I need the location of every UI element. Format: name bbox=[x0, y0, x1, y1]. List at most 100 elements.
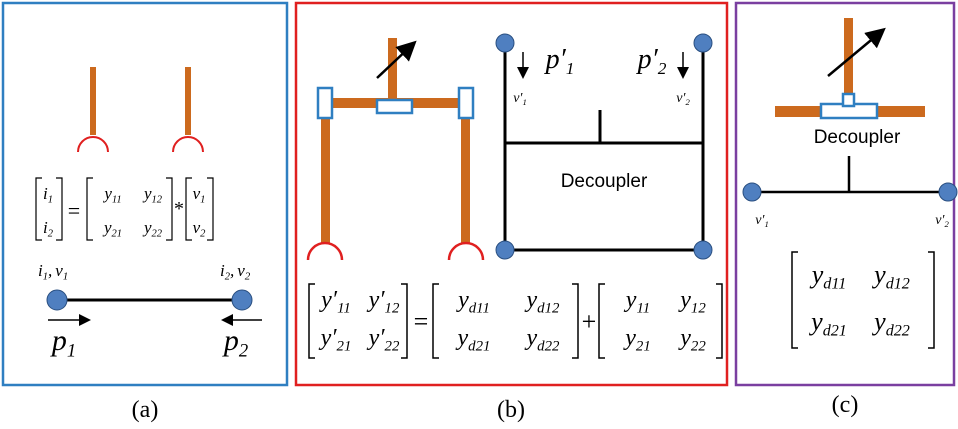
math-symbol: p1 bbox=[50, 324, 76, 362]
symbol-subscript: 2 bbox=[48, 229, 54, 240]
symbol-subscript: 22 bbox=[385, 338, 400, 354]
symbol-subscript: d12 bbox=[886, 276, 910, 293]
symbol-base: y bbox=[525, 287, 538, 313]
math-symbol: v2 bbox=[193, 218, 207, 240]
caption: (c) bbox=[832, 392, 859, 418]
math-symbol: y22 bbox=[678, 325, 706, 354]
separator: , bbox=[230, 261, 234, 280]
symbol-base: y bbox=[678, 287, 691, 313]
panel-c-drawing bbox=[743, 18, 957, 201]
symbol-base: y bbox=[678, 325, 691, 351]
symbol-base: y bbox=[456, 287, 469, 313]
math-symbol: i2 bbox=[43, 218, 54, 240]
math-symbol: v′2 bbox=[676, 91, 690, 107]
symbol-subscript: 1 bbox=[48, 195, 53, 206]
symbol-base: y bbox=[142, 184, 152, 203]
symbol-subscript: 22 bbox=[152, 229, 163, 240]
symbol-base: y bbox=[871, 260, 886, 289]
math-symbol: y′22 bbox=[367, 325, 400, 354]
bracket bbox=[401, 284, 407, 358]
symbol-base: y′ bbox=[319, 287, 338, 313]
symbol-base: y′ bbox=[319, 325, 338, 351]
bracket bbox=[186, 178, 192, 240]
symbol-base: y bbox=[456, 325, 469, 351]
symbol-base: p′ bbox=[544, 44, 567, 75]
operator: + bbox=[582, 307, 597, 336]
math-symbol: v′1 bbox=[513, 91, 527, 107]
math-symbol: y12 bbox=[678, 287, 706, 316]
operator: = bbox=[414, 307, 429, 336]
symbol-base: y bbox=[142, 218, 152, 237]
math-symbol: i1,v1 bbox=[38, 261, 68, 283]
decoupler-label: Decoupler bbox=[814, 127, 901, 148]
math-symbol: yd12 bbox=[525, 287, 561, 316]
decoupler-label: Decoupler bbox=[561, 171, 648, 192]
math-symbol: i1 bbox=[43, 184, 53, 206]
symbol-subscript: 1 bbox=[764, 219, 768, 229]
math-symbol: y′12 bbox=[367, 287, 400, 316]
caption: (b) bbox=[497, 397, 525, 423]
bracket bbox=[309, 284, 315, 358]
math-symbol: yd21 bbox=[456, 325, 491, 354]
bracket bbox=[928, 252, 934, 348]
symbol-subscript: d21 bbox=[823, 323, 847, 340]
bracket bbox=[166, 178, 172, 240]
symbol-subscript: 12 bbox=[385, 300, 400, 316]
symbol-subscript: 11 bbox=[636, 300, 650, 316]
symbol-base: y bbox=[102, 218, 112, 237]
symbol-subscript: d22 bbox=[886, 323, 910, 340]
symbol-base: y bbox=[525, 325, 538, 351]
symbol-subscript: 11 bbox=[112, 195, 122, 206]
symbol-base: p bbox=[222, 324, 239, 357]
symbol-subscript: 21 bbox=[636, 338, 651, 354]
math-symbol: i2,v2 bbox=[220, 261, 251, 283]
symbol-subscript: 2 bbox=[658, 59, 667, 78]
math-symbol: y′11 bbox=[319, 287, 351, 316]
symbol-base: p bbox=[50, 324, 67, 357]
symbol-subscript: 1 bbox=[522, 97, 526, 107]
symbol-subscript: 12 bbox=[691, 300, 706, 316]
math-symbol: p′2 bbox=[636, 44, 667, 78]
math-symbol: yd11 bbox=[809, 260, 847, 293]
math-symbol: p′1 bbox=[544, 44, 575, 78]
bracket bbox=[792, 252, 798, 348]
symbol-subscript: 1 bbox=[566, 59, 575, 78]
symbol-base: y bbox=[623, 325, 636, 351]
math-symbol: yd21 bbox=[808, 307, 847, 340]
math-symbol: y′21 bbox=[319, 325, 352, 354]
bracket bbox=[207, 178, 213, 240]
symbol-subscript: 2 bbox=[685, 97, 690, 107]
bracket bbox=[87, 178, 93, 240]
symbol-base: y′ bbox=[367, 325, 386, 351]
symbol-subscript: d11 bbox=[823, 276, 846, 293]
symbol-subscript: 1 bbox=[200, 195, 205, 206]
math-symbol: v′2 bbox=[935, 213, 949, 229]
operator: * bbox=[174, 198, 184, 220]
symbol-subscript: 1 bbox=[67, 341, 76, 362]
separator: , bbox=[48, 261, 52, 280]
symbol-subscript: d11 bbox=[469, 300, 490, 316]
math-symbol: y22 bbox=[142, 218, 163, 240]
math-symbol: v′1 bbox=[755, 213, 769, 229]
bracket bbox=[599, 284, 605, 358]
symbol-subscript: 12 bbox=[152, 195, 163, 206]
math-symbol: y11 bbox=[102, 184, 121, 206]
symbol-subscript: 2 bbox=[239, 341, 248, 362]
symbol-base: y bbox=[102, 184, 112, 203]
math-symbol: yd22 bbox=[525, 325, 561, 354]
math-symbol: yd12 bbox=[871, 260, 910, 293]
symbol-base: y bbox=[624, 287, 637, 313]
symbol-subscript: d21 bbox=[468, 338, 490, 354]
symbol-subscript: 2 bbox=[944, 219, 949, 229]
math-symbol: p2 bbox=[222, 324, 248, 362]
bracket bbox=[433, 284, 439, 358]
bracket bbox=[56, 178, 62, 240]
symbol-subscript: 11 bbox=[337, 300, 351, 316]
symbol-subscript: d22 bbox=[537, 338, 560, 354]
math-symbol: y12 bbox=[142, 184, 163, 206]
bracket bbox=[716, 284, 722, 358]
math-symbol: y11 bbox=[624, 287, 650, 316]
symbol-subscript: 1 bbox=[63, 271, 69, 283]
bracket bbox=[572, 284, 578, 358]
caption: (a) bbox=[132, 397, 159, 423]
